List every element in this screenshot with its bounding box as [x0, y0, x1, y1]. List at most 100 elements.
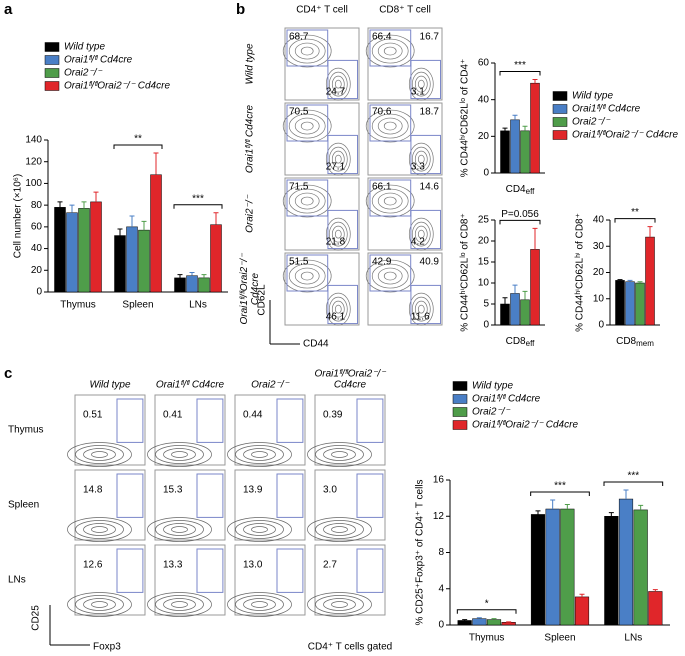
- significance-label: ***: [192, 193, 204, 204]
- contour: [67, 592, 132, 617]
- y-tick-label: 20: [593, 267, 605, 278]
- error-bar: [637, 281, 643, 283]
- contour: [408, 67, 434, 101]
- significance-bracket: [499, 71, 541, 76]
- contour: [334, 154, 342, 164]
- gate-percent: 51.5: [289, 257, 309, 268]
- y-tick-label: 60: [478, 58, 490, 69]
- plot-frame: [314, 394, 386, 466]
- contour: [91, 451, 108, 458]
- legend-swatch: [44, 81, 60, 91]
- bar: [54, 207, 66, 293]
- contour: [414, 300, 428, 318]
- bar: [510, 119, 520, 174]
- error-bar: [462, 619, 468, 621]
- error-bar: [476, 617, 482, 619]
- bar: [90, 201, 102, 293]
- gate: [410, 209, 442, 250]
- bar: [520, 299, 530, 326]
- contour: [67, 442, 132, 467]
- plot-frame: [154, 544, 226, 616]
- contour: [300, 121, 314, 131]
- significance-label: **: [631, 207, 639, 218]
- significance-label: *: [485, 598, 489, 609]
- x-axis-label: CD4eff: [506, 184, 536, 196]
- error-bar: [623, 489, 629, 500]
- row-label: Cd4cre: [250, 272, 261, 305]
- plot-frame: [367, 102, 443, 176]
- y-tick-label: 80: [31, 200, 43, 211]
- gate-percent: 13.0: [243, 560, 263, 571]
- x-axis-label: CD8mem: [616, 336, 654, 348]
- gate-percent: 15.3: [163, 485, 183, 496]
- legend-label: Orai2⁻/⁻: [572, 117, 611, 128]
- error-bar: [512, 284, 518, 294]
- y-tick-label: 120: [25, 156, 42, 167]
- gate-percent: 21.8: [326, 237, 346, 248]
- contour: [411, 146, 431, 172]
- column-header: Orai1ᶠˡ/ᶠˡ Cd4cre: [156, 380, 225, 391]
- y-tick-label: 4: [438, 583, 444, 594]
- panel-label: c: [4, 365, 12, 382]
- x-tick-label: LNs: [189, 300, 207, 311]
- x-axis-label-sub: eff: [526, 187, 536, 196]
- y-tick-label: 40: [593, 215, 605, 226]
- gate: [327, 284, 359, 325]
- contour: [377, 117, 403, 135]
- error-bar: [532, 227, 538, 250]
- plot-frame: [284, 177, 360, 251]
- contour: [377, 192, 403, 210]
- contour: [147, 592, 212, 617]
- plot-frame: [74, 544, 146, 616]
- gate: [196, 473, 224, 518]
- bar: [138, 229, 150, 293]
- gate-percent: 13.3: [163, 560, 183, 571]
- contour: [300, 271, 314, 281]
- gate-percent: 0.51: [83, 410, 103, 421]
- y-tick-label: 40: [31, 243, 43, 254]
- contour: [171, 601, 188, 608]
- contour: [331, 526, 348, 533]
- contour: [147, 517, 212, 542]
- error-bar: [579, 593, 585, 597]
- contour: [288, 113, 326, 139]
- bar: [501, 622, 516, 626]
- y-tick-label: 30: [593, 241, 605, 252]
- contour: [328, 221, 348, 247]
- error-bar: [617, 279, 623, 281]
- contour: [288, 263, 326, 289]
- gate-percent: 0.44: [243, 410, 263, 421]
- contour: [334, 304, 342, 314]
- contour: [171, 451, 188, 458]
- contour: [325, 292, 351, 326]
- contour: [251, 451, 268, 458]
- gate: [116, 473, 144, 518]
- significance-label: P=0.056: [501, 209, 539, 220]
- significance-bracket: [173, 204, 223, 209]
- plot-frame: [154, 469, 226, 541]
- y-tick-label: 20: [31, 265, 43, 276]
- bar: [604, 516, 619, 626]
- gate: [369, 29, 412, 67]
- bar: [530, 514, 546, 626]
- contour: [294, 117, 320, 135]
- contour: [307, 517, 372, 542]
- contour: [227, 592, 292, 617]
- contour: [163, 598, 196, 611]
- contour: [75, 445, 124, 464]
- gate: [286, 179, 329, 217]
- legend-swatch: [44, 42, 60, 52]
- bar: [210, 224, 222, 293]
- x-axis-label-sub: eff: [526, 339, 536, 348]
- error-bar: [81, 201, 87, 209]
- legend-label: Orai1ᶠˡ/ᶠˡ Cd4cre: [572, 104, 641, 115]
- error-bar: [177, 274, 183, 278]
- contour: [414, 75, 428, 93]
- gate-percent: 66.4: [372, 32, 392, 43]
- contour: [83, 598, 116, 611]
- error-bar: [93, 191, 99, 202]
- bar: [633, 509, 648, 626]
- gate: [196, 398, 224, 443]
